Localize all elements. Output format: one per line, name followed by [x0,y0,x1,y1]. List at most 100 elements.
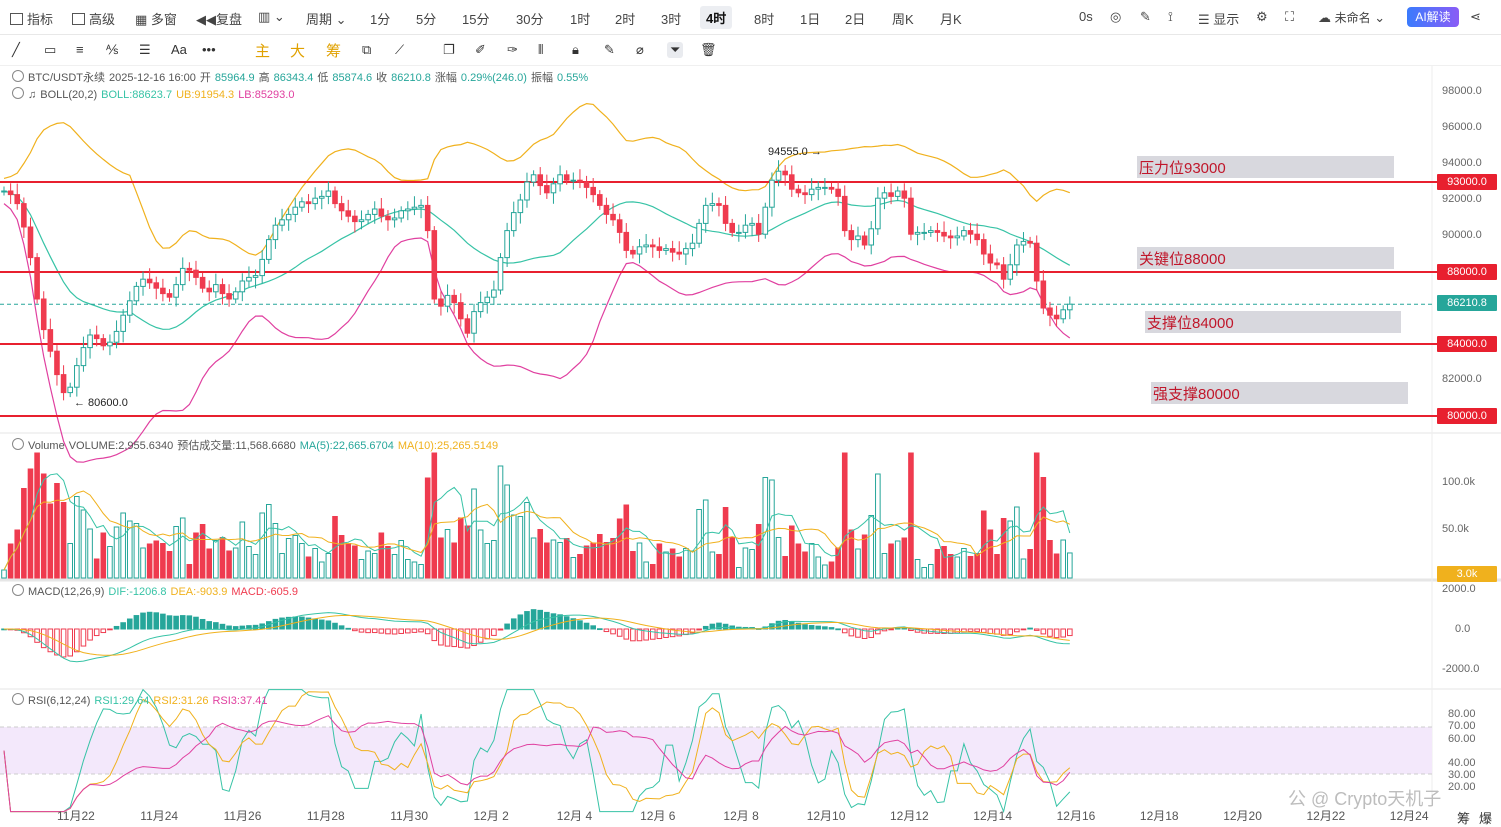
trash-icon[interactable]: 🗑︎ [700,42,717,57]
hide-icon[interactable]: ⌀ [636,42,644,57]
magnet-icon[interactable]: ⧉ [362,42,372,57]
text-tool-label[interactable]: Aa [171,42,187,57]
big-order-button[interactable]: 大 [290,43,306,60]
period-button[interactable]: 周期 ⌄ [306,9,347,28]
candle-body [908,197,914,235]
interval-tab[interactable]: 月K [940,12,962,27]
filter-icon[interactable]: ⏷ [667,42,684,58]
candle-body [338,203,345,212]
candle-body [570,179,577,182]
interval-tab[interactable]: 2日 [845,12,866,27]
candle-body [232,291,239,300]
horizontal-lines-icon[interactable]: ☰ [139,42,151,57]
volume-bar [239,521,246,579]
macd-bar [610,628,616,635]
macd-bar [219,623,226,630]
share-icon[interactable]: ⋖ [1470,9,1481,24]
amp-value: 0.55% [556,72,589,84]
rectangle-tool-icon[interactable]: ▭ [44,42,57,57]
compare-icon[interactable]: ⫴ [538,42,544,57]
marker-icon[interactable]: ✑ [507,42,518,57]
candle-body [1,190,7,193]
rsi-axis-label: 20.00 [1448,781,1476,793]
measure-icon[interactable]: ⟋ [395,42,405,57]
interval-tab[interactable]: 15分 [462,12,490,27]
pencil-icon[interactable]: ✎ [1140,9,1151,24]
datetime-label: 2025-12-16 16:00 [109,72,196,84]
interval-tab[interactable]: 3时 [661,12,682,27]
chart-type-button[interactable]: ▥ ⌄ [258,9,285,25]
edit-icon[interactable]: ✎ [604,42,615,57]
interval-tab[interactable]: 2时 [615,12,636,27]
volume-bar [822,564,828,579]
candle-body [630,249,636,255]
macd-bar [689,628,696,634]
liquidation-side-label[interactable]: 爆 [1479,811,1493,826]
more-tools-label[interactable]: ••• [202,42,216,57]
eye-icon[interactable] [12,438,24,450]
volume-bar [438,537,444,579]
volume-bar [226,550,232,579]
candle-body [822,186,828,189]
fib-tool-icon[interactable]: ⅍ [106,42,119,57]
volume-bar [570,557,577,579]
interval-tab[interactable]: 5分 [416,12,437,27]
cloud-layout-button[interactable]: ☁ 未命名 ⌄ [1318,9,1385,26]
interval-tab[interactable]: 4时 [700,6,733,29]
interval-tab[interactable]: 1分 [370,12,391,27]
candle-body [352,215,358,223]
candle-body [67,386,74,394]
interval-tab[interactable]: 30分 [516,12,544,27]
interval-tab[interactable]: 8时 [754,12,775,27]
lock-icon[interactable]: 🔒︎ [572,42,579,57]
line-tool-icon[interactable]: ╱ [12,42,20,57]
macd-bar [206,621,213,630]
volume-value: VOLUME:2,955.6340 [68,440,174,452]
candle-body [868,228,875,246]
replay-button[interactable]: ◀◀复盘 [196,9,242,28]
candle-body [398,210,404,219]
macd-bar [87,628,93,641]
interval-tab[interactable]: 1日 [800,12,821,27]
display-button[interactable]: ☰ 显示 [1198,9,1239,28]
chips-button[interactable]: 筹 [326,43,342,60]
volume-bar [199,524,206,579]
macd-bar [153,612,160,630]
multi-window-button[interactable]: ▦ 多窗 [135,9,177,28]
indicators-button[interactable]: 指标 [10,9,53,28]
settings-icon[interactable]: ⚙ [1256,9,1268,24]
fullscreen-icon[interactable]: ⛶ [1285,9,1295,24]
volume-bar [166,551,173,579]
volume-bar [352,545,358,579]
eye-icon[interactable] [12,87,24,99]
volume-bar [60,502,67,579]
low-value: 85874.6 [332,72,373,84]
volume-bar [888,543,894,579]
eye-icon[interactable] [12,584,24,596]
volume-bar [107,546,113,579]
volume-bar [524,502,530,579]
main-indicator-button[interactable]: 主 [255,43,271,60]
camera-icon[interactable]: ◎ [1110,9,1122,24]
macd-bar [166,615,173,630]
volume-bar [722,507,729,579]
parallel-lines-icon[interactable]: ≡ [76,42,84,57]
candle-body [497,257,504,291]
macd-bar [279,617,285,630]
ai-analysis-button[interactable]: AI解读 [1407,7,1459,27]
volume-bar [649,564,656,579]
candle-body [550,183,557,194]
layout-icon[interactable]: ⟟ [1168,9,1173,24]
candle-body [146,278,153,284]
advanced-button[interactable]: 高级 [72,9,115,28]
interval-tab[interactable]: 1时 [570,12,591,27]
eye-icon[interactable] [12,693,24,705]
copy-icon[interactable]: ❐ [443,42,455,57]
eye-icon[interactable] [12,70,24,82]
interval-tab[interactable]: 周K [892,12,914,27]
candle-body [888,192,894,197]
brush-icon[interactable]: ✐ [475,42,486,57]
chips-side-label[interactable]: 筹 [1457,811,1471,826]
candle-body [504,230,510,259]
